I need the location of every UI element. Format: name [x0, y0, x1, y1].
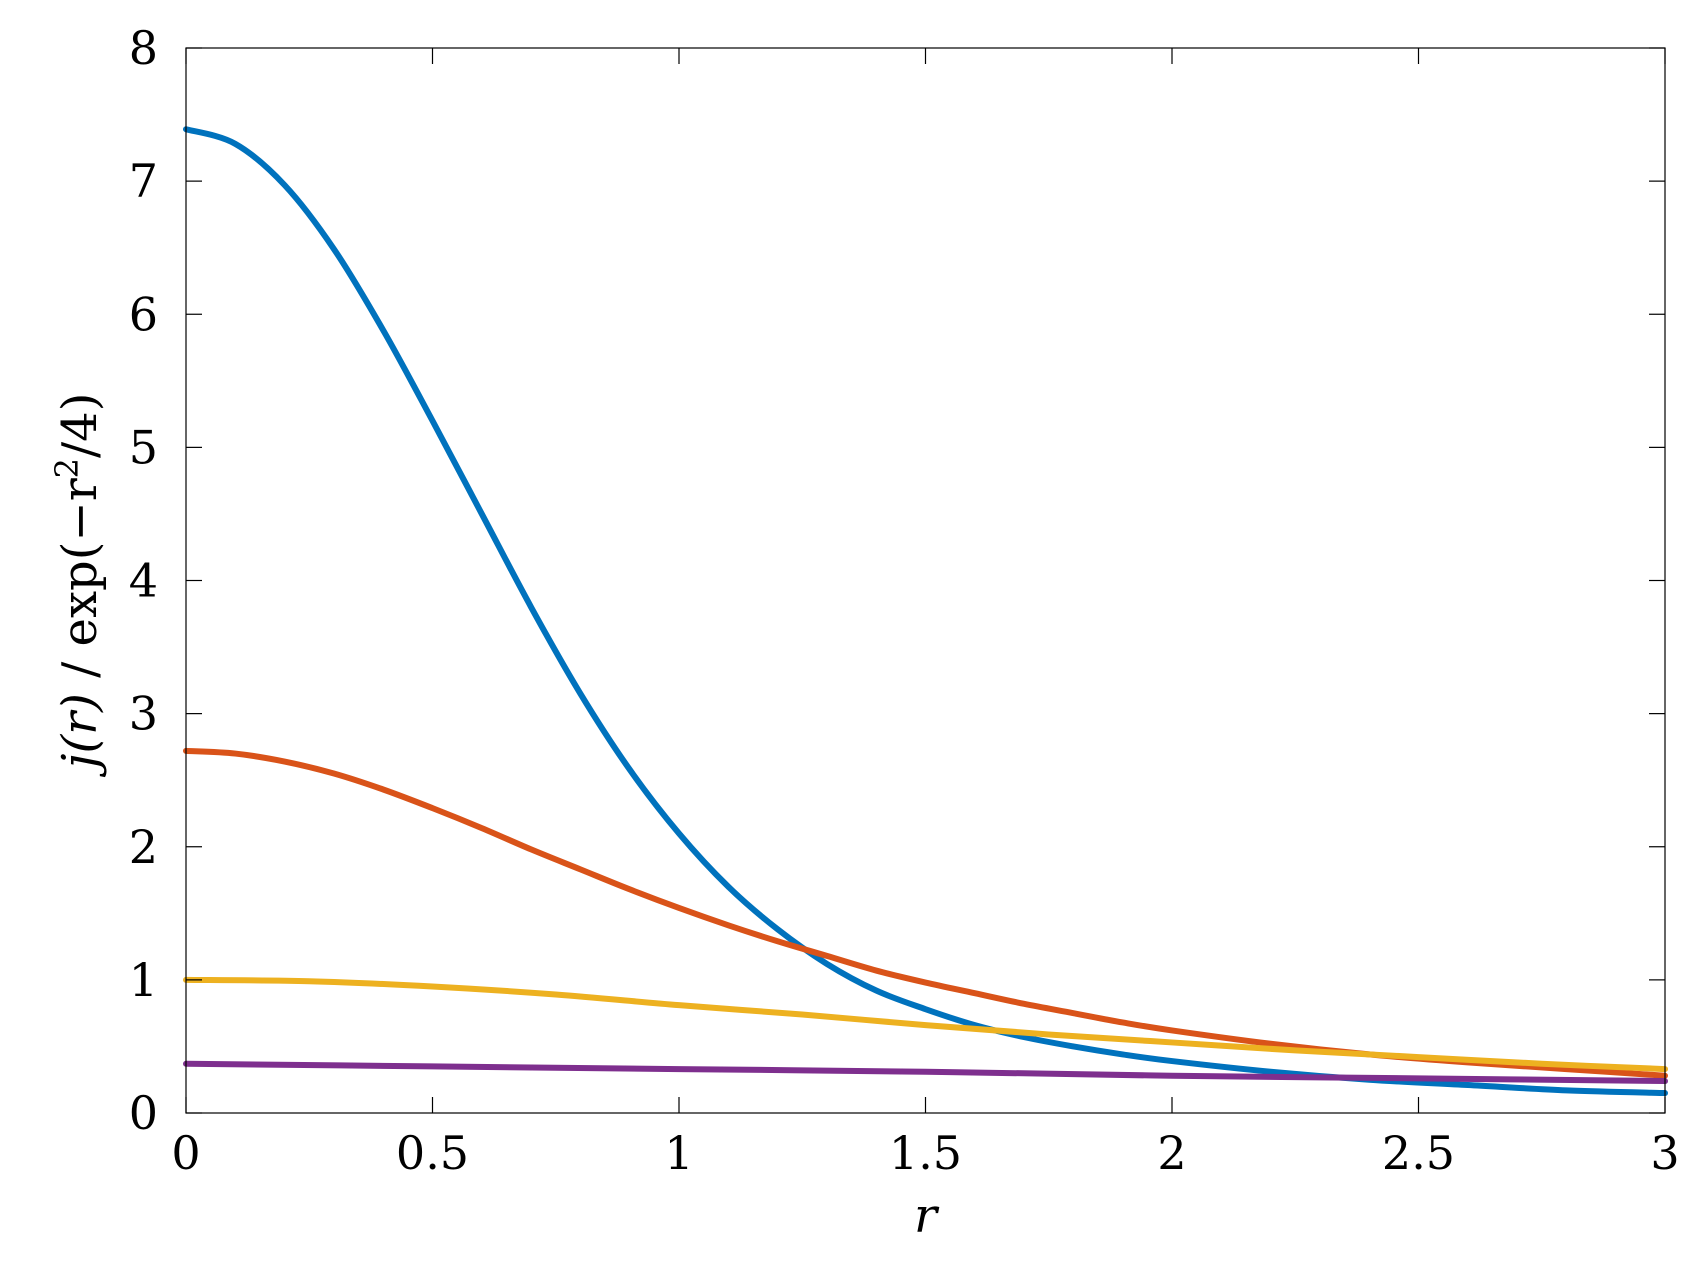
y-tick-label: 4	[129, 554, 158, 608]
y-tick-label: 1	[129, 953, 158, 1007]
y-tick-label: 7	[129, 154, 158, 208]
y-tick-label: 0	[129, 1086, 158, 1140]
x-tick-label: 2.5	[1382, 1126, 1455, 1180]
y-tick-label: 3	[129, 687, 158, 741]
series-layer	[183, 126, 1668, 1097]
plot-frame	[185, 47, 1666, 1114]
x-tick-label: 2	[1157, 1126, 1186, 1180]
y-tick-label: 8	[129, 21, 158, 75]
y-axis-label: j(r) / exp(−r2/4)	[48, 393, 108, 778]
x-tick-label: 3	[1650, 1126, 1679, 1180]
y-tick-label: 6	[129, 287, 158, 341]
series-line-3	[183, 976, 1668, 1073]
series-line-4	[183, 1060, 1668, 1085]
x-axis-label: r	[914, 1188, 940, 1244]
y-axis-label-prefix: j(r)	[52, 693, 108, 777]
y-axis-label-sep: / exp(−r	[52, 478, 108, 693]
x-tick-label: 0.5	[396, 1126, 469, 1180]
x-tick-label: 1	[664, 1126, 693, 1180]
y-axis-label-sup: 2	[48, 458, 86, 478]
series-line-2	[183, 747, 1668, 1079]
y-tick-label: 5	[129, 420, 158, 474]
y-tick-label: 2	[129, 820, 158, 874]
y-axis: 0 1 2 3 4 5 6 7 8	[129, 21, 1665, 1140]
y-axis-label-suffix: /4)	[52, 393, 108, 458]
x-tick-label: 0	[171, 1126, 200, 1180]
x-axis: 0 0.5 1 1.5 2 2.5 3	[171, 48, 1680, 1180]
x-tick-label: 1.5	[889, 1126, 962, 1180]
series-line-1	[183, 126, 1668, 1097]
